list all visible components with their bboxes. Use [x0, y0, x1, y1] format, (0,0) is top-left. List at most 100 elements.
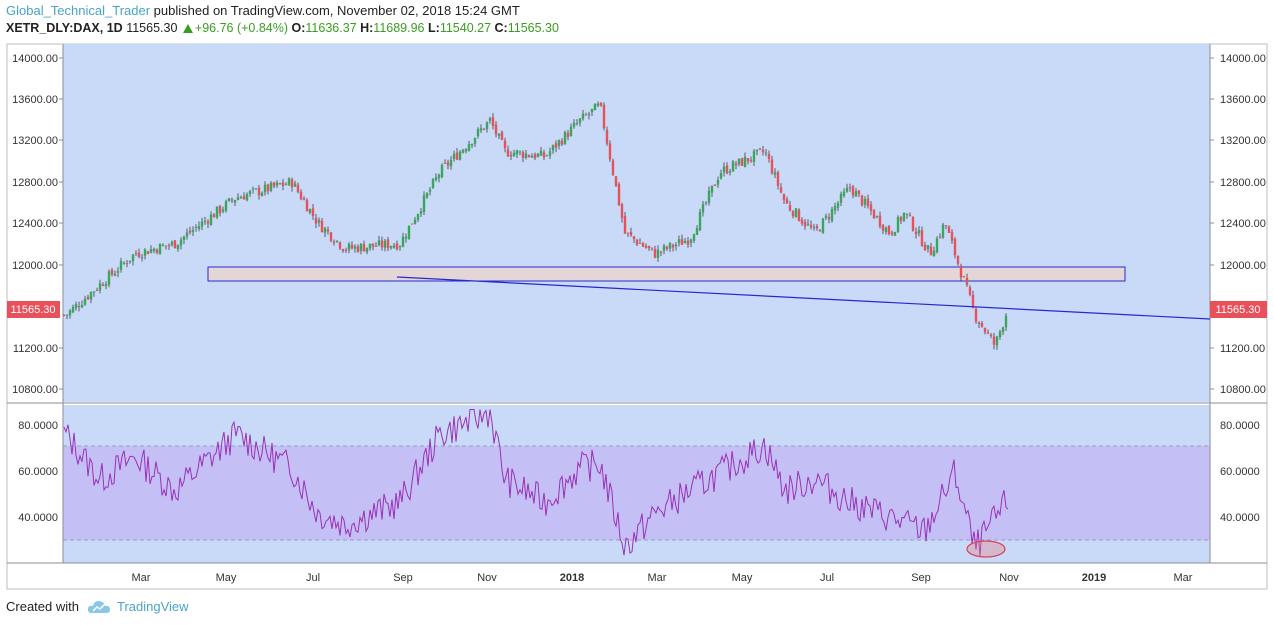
high-value: 11689.96	[373, 21, 425, 35]
candle-body	[989, 334, 993, 337]
candle-body	[635, 239, 639, 245]
candle-body	[863, 198, 867, 205]
open-value: 11636.37	[305, 21, 357, 35]
candle-body	[839, 193, 843, 203]
candle-body	[470, 143, 474, 146]
candle-body	[65, 314, 69, 316]
candle-body	[389, 246, 393, 248]
candle-body	[956, 255, 960, 264]
candle-body	[572, 122, 576, 127]
candle-body	[761, 150, 765, 153]
candle-body	[188, 230, 192, 233]
candle-body	[338, 242, 342, 249]
candle-body	[629, 231, 633, 236]
candle-body	[182, 236, 186, 240]
candle-body	[116, 271, 120, 273]
candle-body	[152, 248, 156, 252]
author-link[interactable]: Global_Technical_Trader	[6, 3, 151, 18]
candle-body	[575, 123, 579, 125]
rsi-tick-label: 60.0000	[1220, 466, 1260, 478]
candle-body	[392, 245, 396, 248]
candle-body	[638, 242, 642, 244]
candle-body	[602, 104, 606, 129]
candle-body	[89, 291, 93, 300]
candle-body	[122, 262, 126, 264]
candle-body	[659, 251, 663, 253]
candle-body	[362, 244, 366, 252]
candle-body	[137, 252, 141, 257]
candle-body	[917, 230, 921, 234]
candle-body	[647, 246, 651, 248]
candle-body	[959, 265, 963, 278]
candle-body	[149, 249, 153, 253]
y-tick-label: 11200.00	[1220, 343, 1265, 355]
candle-body	[740, 158, 744, 166]
candle-body	[83, 298, 87, 305]
candle-body	[500, 131, 504, 140]
x-tick-label: 2019	[1082, 572, 1106, 584]
x-tick-label: 2018	[560, 572, 584, 584]
candle-body	[749, 160, 753, 162]
candle-body	[569, 126, 573, 137]
candle-body	[650, 247, 654, 249]
candle-body	[953, 238, 957, 256]
candle-body	[722, 166, 726, 173]
published-text: published on TradingView.com, November 0…	[153, 3, 520, 18]
candle-body	[104, 284, 108, 287]
oversold-circle[interactable]	[966, 540, 1006, 558]
candle-body	[530, 155, 534, 158]
candle-body	[539, 150, 543, 156]
support-zone[interactable]	[207, 266, 1126, 282]
candle-body	[845, 187, 849, 192]
candle-body	[164, 245, 168, 247]
candle-body	[767, 154, 771, 160]
candle-body	[125, 263, 129, 265]
candle-body	[344, 249, 348, 251]
candle-body	[443, 162, 447, 164]
candle-body	[68, 310, 72, 316]
y-tick-label: 12400.00	[12, 218, 58, 230]
candle-body	[224, 201, 228, 211]
candle-body	[779, 187, 783, 193]
candle-body	[668, 242, 672, 249]
price-pane[interactable]	[63, 44, 1210, 402]
candle-body	[752, 151, 756, 162]
x-tick-label: Mar	[648, 572, 667, 584]
candle-body	[461, 149, 465, 153]
candle-body	[725, 165, 729, 174]
candle-body	[533, 154, 537, 159]
candle-body	[365, 247, 369, 253]
candle-body	[977, 322, 981, 324]
candle-body	[965, 277, 969, 286]
candle-body	[920, 230, 924, 246]
candle-body	[239, 197, 243, 199]
candle-body	[689, 239, 693, 243]
candle-body	[230, 199, 234, 201]
candle-body	[473, 137, 477, 144]
rsi-axis-left: 80.0000 60.0000 40.0000	[18, 420, 58, 524]
candle-body	[98, 283, 102, 291]
candle-body	[77, 305, 81, 307]
last-price-tag-text: 11565.30	[10, 304, 55, 316]
y-tick-label: 12000.00	[1220, 260, 1266, 272]
candle-body	[806, 223, 810, 226]
candle-body	[896, 216, 900, 232]
candle-body	[632, 236, 636, 240]
candle-body	[788, 204, 792, 211]
candle-body	[755, 149, 759, 152]
candle-body	[932, 250, 936, 257]
candle-body	[923, 244, 927, 251]
candle-body	[485, 122, 489, 130]
candle-body	[290, 179, 294, 188]
tradingview-link[interactable]: TradingView	[116, 599, 189, 614]
trendline[interactable]	[396, 276, 1211, 320]
candle-body	[785, 199, 789, 204]
candle-body	[521, 152, 525, 158]
candle-body	[758, 148, 762, 150]
candle-body	[770, 159, 774, 174]
candle-body	[905, 213, 909, 215]
last-price: 11565.30	[126, 21, 178, 35]
candle-body	[212, 214, 216, 218]
candle-body	[296, 184, 300, 192]
